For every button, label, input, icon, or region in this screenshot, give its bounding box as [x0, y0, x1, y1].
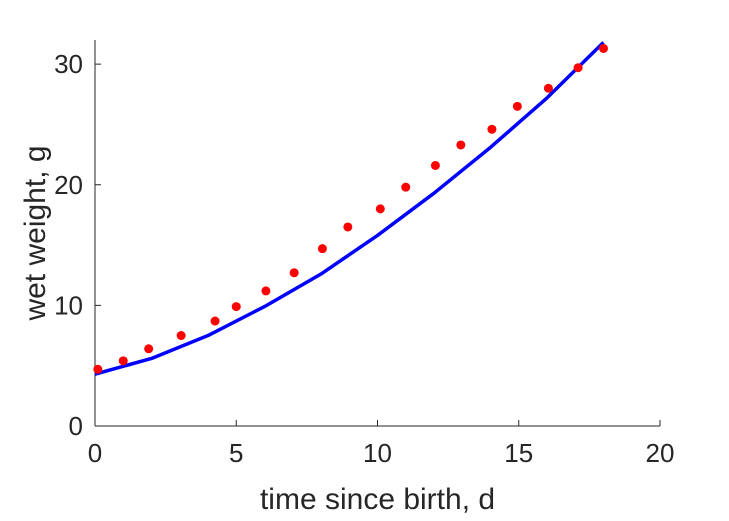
x-tick-label: 10: [363, 438, 392, 468]
y-tick-label: 10: [54, 290, 83, 320]
y-tick-label: 30: [54, 49, 83, 79]
data-point: [231, 302, 241, 312]
data-point: [343, 222, 353, 232]
data-point: [401, 182, 411, 192]
y-axis-label: wet weight, g: [19, 145, 52, 321]
data-point: [317, 244, 327, 254]
ticks: 0 5 10 15 20 0 10 20 30: [54, 49, 674, 468]
data-point: [210, 316, 220, 326]
x-tick-label: 0: [88, 438, 102, 468]
x-tick-label: 5: [229, 438, 243, 468]
data-point: [375, 204, 385, 214]
y-tick-label: 20: [54, 170, 83, 200]
data-point: [261, 286, 271, 296]
data-point: [512, 101, 522, 111]
y-tick-label: 0: [69, 411, 83, 441]
data-point: [144, 344, 154, 354]
data-point: [456, 140, 466, 150]
x-tick-label: 20: [646, 438, 675, 468]
data-point: [289, 268, 299, 278]
x-tick-label: 15: [504, 438, 533, 468]
data-point: [487, 124, 497, 134]
data-point: [430, 160, 440, 170]
data-point: [93, 364, 103, 374]
data-point: [118, 356, 128, 366]
axes: [94, 40, 660, 427]
data-point: [176, 331, 186, 341]
data-point: [543, 83, 553, 93]
x-axis-label: time since birth, d: [260, 483, 495, 516]
data-point: [599, 43, 608, 53]
series: [93, 41, 608, 376]
data-point: [573, 63, 583, 73]
fit-curve-line: [94, 41, 605, 376]
